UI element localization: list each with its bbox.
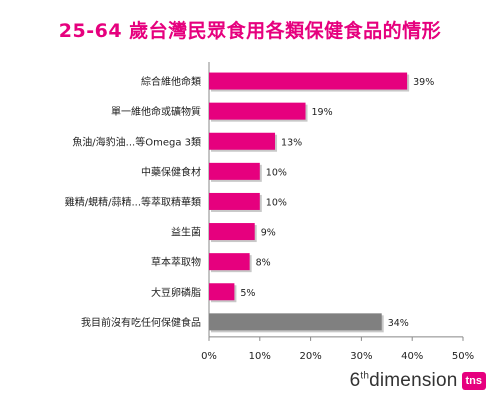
chart-title: 25-64 歲台灣民眾食用各類保健食品的情形 [58, 20, 442, 42]
bar [209, 72, 408, 90]
bar [209, 192, 260, 210]
category-label: 魚油/海豹油...等Omega 3類 [72, 135, 201, 148]
category-label: 大豆卵磷脂 [151, 286, 201, 299]
x-tick-label: 50% [452, 351, 474, 362]
category-label: 雞精/蜆精/蒜精...等萃取精華類 [65, 195, 201, 208]
bar [209, 102, 306, 120]
value-label: 10% [266, 197, 287, 208]
x-tick-label: 10% [249, 351, 271, 362]
value-label: 10% [266, 167, 287, 178]
value-label: 9% [261, 228, 276, 239]
bar [209, 223, 255, 241]
value-label: 5% [240, 288, 255, 299]
bar [209, 162, 260, 180]
category-label: 單一維他命或礦物質 [111, 105, 201, 118]
value-label: 39% [413, 77, 434, 88]
brand-logo-text: 6thdimension [349, 370, 458, 391]
x-tick-label: 30% [350, 351, 372, 362]
bar [209, 283, 235, 301]
category-label: 中藥保健食材 [141, 165, 201, 178]
category-label: 益生菌 [171, 226, 201, 239]
x-tick-label: 20% [299, 351, 321, 362]
category-label: 我目前沒有吃任何保健食品 [81, 316, 201, 329]
brand-logo: 6thdimension tns [350, 370, 486, 392]
x-tick-label: 40% [401, 351, 423, 362]
value-label: 13% [281, 137, 302, 148]
category-label: 草本萃取物 [151, 256, 201, 269]
x-tick-label: 0% [201, 351, 217, 362]
value-label: 19% [312, 107, 333, 118]
value-label: 8% [256, 258, 271, 269]
category-label: 綜合維他命類 [141, 75, 201, 88]
bar [209, 253, 250, 271]
value-label: 34% [388, 318, 409, 329]
bar [209, 132, 276, 150]
brand-badge: tns [461, 372, 486, 390]
bar [209, 313, 382, 331]
